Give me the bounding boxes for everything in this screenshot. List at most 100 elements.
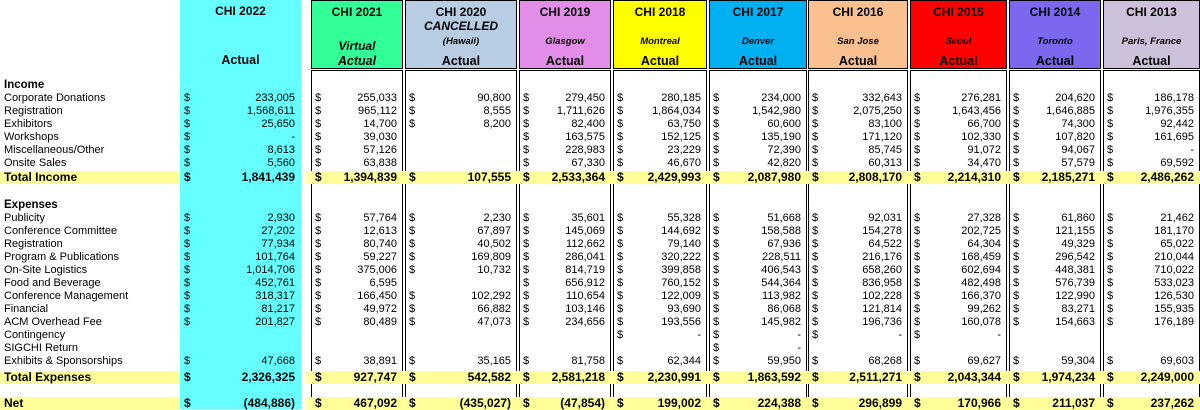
row-label: SIGCHI Return xyxy=(4,342,78,354)
cell-value: 280,185 xyxy=(661,92,701,104)
cell-value: 2,930 xyxy=(267,212,295,224)
cell-value: 12,613 xyxy=(363,225,397,237)
currency-symbol: $ xyxy=(713,264,720,276)
cell-value: 168,459 xyxy=(961,251,1001,263)
value-cell: $2,486,262 xyxy=(1103,171,1200,184)
value-cell xyxy=(405,277,517,290)
column-header[interactable]: CHI 2018 Montreal Actual xyxy=(613,0,707,69)
cell-value: 237,262 xyxy=(1150,396,1194,410)
currency-symbol: $ xyxy=(523,303,530,315)
cell-value: 296,542 xyxy=(1055,251,1095,263)
cell-value: 533,023 xyxy=(1154,277,1194,289)
value-cell: $ - xyxy=(808,329,908,342)
value-cell: $2,087,980 xyxy=(709,171,807,184)
column-header[interactable]: CHI 2016 San Jose Actual xyxy=(808,0,908,69)
value-cell: $86,068 xyxy=(709,303,807,316)
currency-symbol: $ xyxy=(523,355,530,367)
column-actual-label: Actual xyxy=(221,53,260,67)
cell-value: 92,442 xyxy=(1160,118,1194,130)
cell-value: 5,560 xyxy=(267,157,295,169)
cell-value: 199,002 xyxy=(657,396,701,410)
value-cell: $67,330 xyxy=(519,157,611,170)
value-cell: $224,388 xyxy=(709,397,807,410)
cell-value: 81,758 xyxy=(571,355,605,367)
cell-value: 59,227 xyxy=(363,251,397,263)
column-header[interactable]: CHI 2021 Virtual Actual xyxy=(311,0,403,69)
value-cell: $47,668 xyxy=(180,355,301,368)
cell-value: 169,809 xyxy=(471,251,511,263)
value-cell: $35,165 xyxy=(405,355,517,368)
currency-symbol: $ xyxy=(1013,370,1020,384)
value-cell: $171,120 xyxy=(808,131,908,144)
currency-symbol: $ xyxy=(1107,370,1114,384)
column-year: CHI 2015 xyxy=(933,5,984,19)
table-row: Contingency $ - $ - $ - $ - xyxy=(0,329,1200,342)
column-year: CHI 2016 xyxy=(832,5,884,19)
currency-symbol: $ xyxy=(523,290,530,302)
currency-symbol: $ xyxy=(713,303,720,315)
row-label: Total Income xyxy=(4,170,78,184)
currency-symbol: $ xyxy=(812,290,819,302)
currency-symbol: $ xyxy=(184,118,191,130)
column-header[interactable]: CHI 2017 Denver Actual xyxy=(709,0,807,69)
cell-value: 2,230 xyxy=(483,212,511,224)
currency-symbol: $ xyxy=(713,118,720,130)
value-cell: $154,663 xyxy=(1009,316,1101,329)
value-cell: $656,912 xyxy=(519,277,611,290)
column-header[interactable]: CHI 2014 Toronto Actual xyxy=(1009,0,1101,69)
column-year: CHI 2019 xyxy=(539,5,591,19)
currency-symbol: $ xyxy=(1013,225,1020,237)
column-actual-label: Actual xyxy=(838,54,878,68)
table-row: On-Site Logistics $1,014,706 $375,006 $10,7… xyxy=(0,264,1200,277)
cell-value: 27,202 xyxy=(261,225,295,237)
currency-symbol: $ xyxy=(1013,131,1020,143)
cell-value: 144,692 xyxy=(661,225,701,237)
value-cell: $144,692 xyxy=(613,225,707,238)
currency-symbol: $ xyxy=(812,329,819,341)
column-header[interactable]: CHI 2013 Paris, France Actual xyxy=(1103,0,1200,69)
value-cell: $320,222 xyxy=(613,251,707,264)
currency-symbol: $ xyxy=(184,370,191,384)
currency-symbol: $ xyxy=(315,92,322,104)
value-cell: $155,935 xyxy=(1103,303,1200,316)
currency-symbol: $ xyxy=(812,212,819,224)
value-cell: $ (435,027) xyxy=(405,397,517,410)
currency-symbol: $ xyxy=(713,342,720,354)
currency-symbol: $ xyxy=(1013,251,1020,263)
currency-symbol: $ xyxy=(812,303,819,315)
cell-value: 91,072 xyxy=(967,144,1001,156)
currency-symbol: $ xyxy=(1107,264,1114,276)
cell-value: 121,155 xyxy=(1055,225,1095,237)
currency-symbol: $ xyxy=(617,170,624,184)
currency-symbol: $ xyxy=(409,251,416,263)
cell-value: 467,092 xyxy=(353,396,397,410)
column-location: San Jose xyxy=(837,36,879,47)
currency-symbol: $ xyxy=(812,370,819,384)
cell-value: 2,808,170 xyxy=(848,170,902,184)
column-header[interactable]: CHI 2019 Glasgow Actual xyxy=(519,0,611,69)
value-cell: $1,864,034 xyxy=(613,105,707,118)
cell-value: 64,304 xyxy=(967,238,1001,250)
cell-value: 102,330 xyxy=(961,131,1001,143)
currency-symbol: $ xyxy=(523,170,530,184)
column-header[interactable]: CHI 2022 Actual xyxy=(180,0,301,69)
cell-value: 63,750 xyxy=(667,118,701,130)
currency-symbol: $ xyxy=(523,277,530,289)
currency-symbol: $ xyxy=(812,316,819,328)
column-header[interactable]: CHI 2020 CANCELLED (Hawaii) Actual xyxy=(405,0,517,69)
column-header[interactable]: CHI 2015 Seoul Actual xyxy=(910,0,1007,69)
cell-value: 80,489 xyxy=(363,316,397,328)
cell-value: 1,643,456 xyxy=(952,105,1001,117)
row-label: Net xyxy=(4,396,24,410)
cell-value: 40,502 xyxy=(477,238,511,250)
currency-symbol: $ xyxy=(523,396,530,410)
cell-value: 320,222 xyxy=(661,251,701,263)
currency-symbol: $ xyxy=(1107,290,1114,302)
cell-value: 39,030 xyxy=(363,131,397,143)
value-cell: $1,863,592 xyxy=(709,371,807,384)
cell-value: 49,329 xyxy=(1061,238,1095,250)
value-cell: $204,620 xyxy=(1009,92,1101,105)
value-cell: $2,230,991 xyxy=(613,371,707,384)
currency-symbol: $ xyxy=(409,355,416,367)
cell-value: 234,656 xyxy=(565,316,605,328)
